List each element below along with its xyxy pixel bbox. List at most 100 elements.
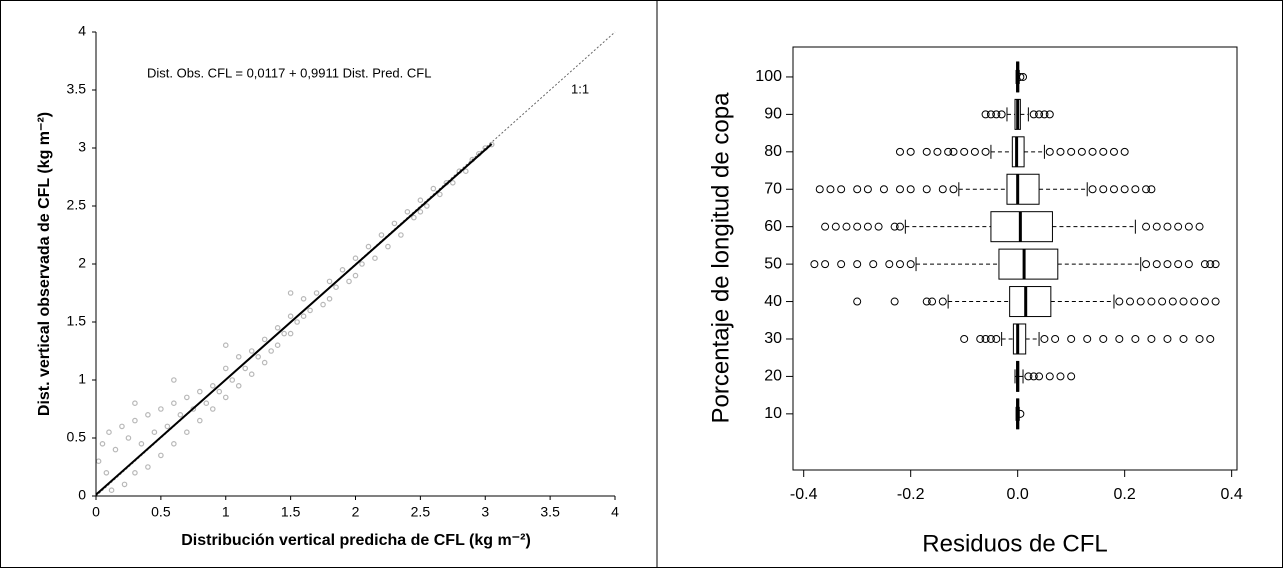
point — [248, 348, 255, 354]
outlier — [981, 147, 990, 156]
outlier — [1211, 297, 1220, 306]
outlier — [1019, 72, 1028, 81]
x-tick-label: 2 — [352, 504, 360, 520]
outlier — [1179, 297, 1188, 306]
x-tick-label: 0.4 — [1221, 486, 1243, 503]
outlier — [810, 260, 819, 269]
outlier — [1051, 334, 1060, 343]
point — [103, 469, 110, 476]
outlier — [1115, 334, 1124, 343]
point — [145, 464, 151, 470]
point — [184, 429, 190, 436]
outlier — [1163, 260, 1172, 269]
outlier — [976, 334, 985, 343]
point — [177, 411, 184, 418]
outlier — [1040, 110, 1049, 119]
point — [261, 359, 268, 366]
y-tick-label: 30 — [764, 330, 782, 347]
outlier — [1120, 147, 1129, 156]
outlier — [906, 147, 915, 156]
point — [121, 481, 128, 488]
outlier — [1067, 147, 1076, 156]
x-tick-label: -0.2 — [897, 486, 925, 503]
outlier — [1056, 372, 1065, 381]
point — [450, 180, 456, 186]
outlier — [1067, 334, 1076, 343]
y-tick-label: 80 — [764, 143, 782, 160]
outlier — [922, 147, 931, 156]
point — [320, 301, 326, 308]
point — [197, 388, 203, 395]
point — [242, 365, 249, 372]
point — [326, 278, 333, 285]
point — [119, 423, 125, 430]
outlier — [1024, 372, 1033, 381]
point — [209, 382, 216, 389]
outlier — [895, 185, 904, 194]
point — [235, 353, 242, 360]
y-tick-label: 3 — [78, 139, 86, 155]
outlier — [895, 260, 904, 269]
point — [430, 185, 437, 192]
point — [164, 423, 171, 430]
point — [333, 284, 339, 291]
point — [307, 307, 313, 314]
outlier — [1115, 297, 1124, 306]
outlier — [1099, 334, 1108, 343]
outlier — [949, 185, 958, 194]
point — [352, 272, 359, 279]
outlier — [1195, 222, 1204, 231]
point — [359, 261, 365, 267]
y-tick-label: 2 — [78, 255, 86, 271]
x-tick-label: 3.5 — [540, 504, 560, 520]
outlier — [933, 147, 942, 156]
outlier — [944, 147, 953, 156]
outlier — [1200, 260, 1209, 269]
outlier — [1126, 297, 1135, 306]
point — [158, 406, 164, 412]
point — [112, 446, 119, 453]
outlier — [1184, 222, 1193, 231]
outlier — [981, 334, 990, 343]
point — [437, 191, 443, 198]
point — [417, 209, 424, 215]
outlier — [938, 185, 947, 194]
outlier — [837, 260, 846, 269]
point — [372, 255, 378, 262]
point — [216, 388, 223, 395]
point — [132, 400, 138, 407]
x-tick-label: 4 — [611, 504, 619, 520]
point — [138, 440, 145, 447]
y-tick-label: 3.5 — [67, 81, 87, 97]
point — [99, 440, 106, 447]
point — [222, 342, 229, 349]
y-tick-label: 0 — [78, 487, 86, 503]
outlier — [949, 147, 958, 156]
point — [274, 324, 281, 331]
point — [197, 417, 203, 424]
point — [261, 336, 268, 343]
point — [268, 348, 274, 354]
outlier — [1163, 222, 1172, 231]
outlier — [1045, 110, 1054, 119]
outlier — [1045, 372, 1054, 381]
y-tick-label: 90 — [764, 106, 782, 123]
outlier — [853, 185, 862, 194]
y-tick-label: 1 — [78, 371, 86, 387]
outlier — [874, 222, 883, 231]
outlier — [1200, 297, 1209, 306]
point — [404, 209, 411, 215]
point — [248, 371, 255, 378]
outlier — [1195, 334, 1204, 343]
outlier — [1056, 147, 1065, 156]
outlier — [1163, 334, 1172, 343]
outlier — [997, 110, 1006, 119]
point — [222, 365, 229, 372]
point — [203, 400, 210, 407]
point — [171, 377, 177, 383]
outlier — [1099, 147, 1108, 156]
y-tick-label: 4 — [78, 23, 86, 39]
point — [132, 469, 138, 476]
outlier — [1067, 372, 1076, 381]
outlier — [1152, 260, 1161, 269]
